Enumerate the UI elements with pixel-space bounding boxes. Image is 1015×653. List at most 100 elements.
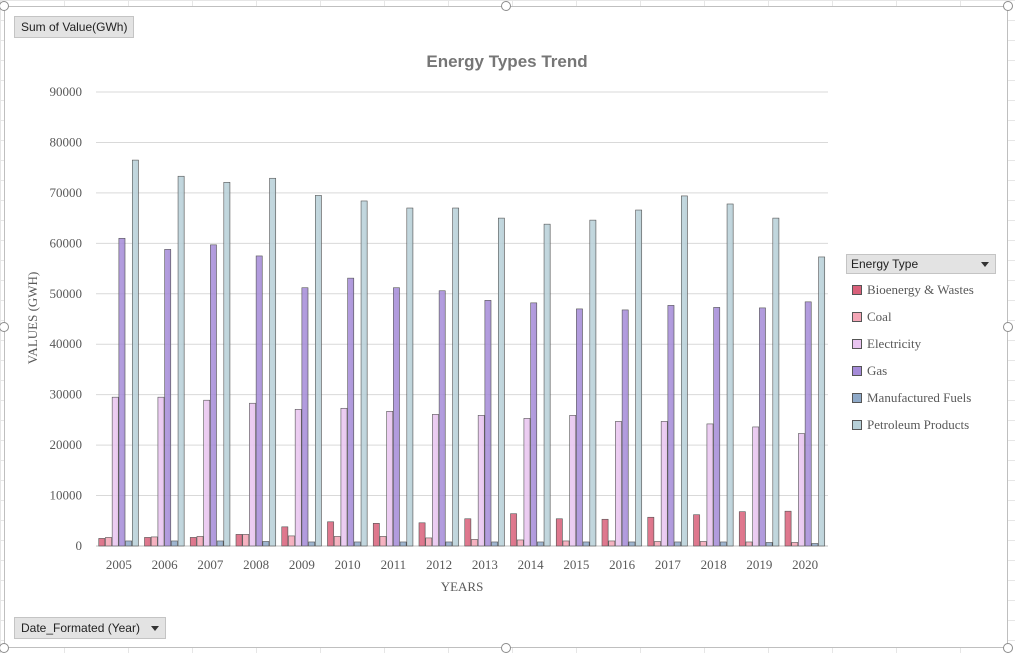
bar-bioenergy-wastes-2019[interactable] [738,511,746,547]
resize-handle-middle-left[interactable] [0,322,9,332]
bar-manufactured-fuels-2008[interactable] [262,541,270,547]
legend-item-electricity[interactable]: Electricity [846,330,996,357]
bar-manufactured-fuels-2010[interactable] [354,541,361,547]
bar-electricity-2018[interactable] [706,423,714,547]
bar-manufactured-fuels-2019[interactable] [765,542,773,547]
legend-item-petroleum-products[interactable]: Petroleum Products [846,411,996,438]
bar-petroleum-products-2013[interactable] [497,217,505,547]
bar-manufactured-fuels-2012[interactable] [445,541,453,547]
bar-petroleum-products-2016[interactable] [635,209,642,547]
bar-bioenergy-wastes-2011[interactable] [372,522,380,547]
bar-gas-2006[interactable] [164,249,172,547]
bar-manufactured-fuels-2007[interactable] [216,540,224,547]
bar-coal-2017[interactable] [654,541,661,547]
bar-electricity-2013[interactable] [477,415,485,547]
bar-bioenergy-wastes-2012[interactable] [418,522,426,547]
bar-petroleum-products-2019[interactable] [772,217,780,547]
bar-coal-2010[interactable] [333,536,341,547]
bar-gas-2016[interactable] [621,309,629,547]
resize-handle-middle-right[interactable] [1003,322,1013,332]
bar-gas-2009[interactable] [301,287,309,547]
values-field-button[interactable]: Sum of Value(GWh) [14,16,135,38]
bar-electricity-2019[interactable] [752,426,760,547]
bar-electricity-2009[interactable] [294,408,302,547]
bar-manufactured-fuels-2005[interactable] [125,540,132,547]
bar-electricity-2012[interactable] [432,414,439,547]
bar-manufactured-fuels-2015[interactable] [582,541,590,547]
bar-coal-2009[interactable] [288,535,295,547]
bar-gas-2010[interactable] [347,277,355,547]
bar-coal-2019[interactable] [745,541,753,547]
bar-petroleum-products-2010[interactable] [360,200,368,547]
bar-bioenergy-wastes-2008[interactable] [235,534,243,547]
bar-coal-2008[interactable] [242,534,250,547]
bar-electricity-2005[interactable] [111,396,119,547]
bar-electricity-2014[interactable] [523,418,531,547]
bar-manufactured-fuels-2011[interactable] [399,541,407,547]
bar-petroleum-products-2020[interactable] [818,256,825,547]
bar-coal-2012[interactable] [425,537,433,547]
legend-item-manufactured-fuels[interactable]: Manufactured Fuels [846,384,996,411]
bar-bioenergy-wastes-2018[interactable] [693,514,700,547]
bar-manufactured-fuels-2009[interactable] [308,541,315,547]
bar-manufactured-fuels-2014[interactable] [537,541,544,547]
bar-manufactured-fuels-2020[interactable] [811,543,819,547]
bar-electricity-2011[interactable] [386,411,394,547]
bar-bioenergy-wastes-2005[interactable] [98,538,106,547]
bar-bioenergy-wastes-2009[interactable] [281,526,289,547]
bar-petroleum-products-2006[interactable] [177,175,185,547]
bar-bioenergy-wastes-2010[interactable] [327,521,334,547]
bar-gas-2012[interactable] [438,290,446,547]
bar-petroleum-products-2012[interactable] [452,207,459,547]
bar-coal-2016[interactable] [608,540,616,547]
bar-electricity-2006[interactable] [157,396,165,547]
bar-gas-2020[interactable] [804,301,812,547]
axis-field-button[interactable]: Date_Formated (Year) [14,617,167,639]
bar-manufactured-fuels-2006[interactable] [171,540,178,547]
bar-petroleum-products-2014[interactable] [543,223,551,547]
bar-coal-2014[interactable] [516,539,524,547]
bar-petroleum-products-2007[interactable] [223,181,231,547]
bar-gas-2015[interactable] [576,308,583,547]
legend-item-bioenergy-wastes[interactable]: Bioenergy & Wastes [846,276,996,303]
bar-gas-2005[interactable] [118,237,126,547]
bar-electricity-2020[interactable] [798,433,805,547]
bar-gas-2008[interactable] [255,255,263,547]
bar-coal-2018[interactable] [699,541,707,547]
bar-bioenergy-wastes-2016[interactable] [601,518,609,547]
resize-handle-top-right[interactable] [1003,1,1013,11]
legend-filter-button[interactable]: Energy Type [846,254,996,274]
bar-gas-2011[interactable] [393,287,400,547]
bar-coal-2013[interactable] [471,539,478,547]
bar-gas-2007[interactable] [210,244,217,547]
bar-bioenergy-wastes-2006[interactable] [144,537,151,547]
bar-electricity-2015[interactable] [569,415,577,547]
bar-bioenergy-wastes-2007[interactable] [189,537,197,547]
bar-gas-2018[interactable] [713,307,721,547]
bar-petroleum-products-2018[interactable] [726,203,734,547]
bar-petroleum-products-2015[interactable] [589,219,597,547]
bar-coal-2005[interactable] [105,537,112,547]
bar-manufactured-fuels-2017[interactable] [674,541,681,547]
bar-coal-2011[interactable] [379,536,387,547]
bar-gas-2013[interactable] [484,300,492,547]
bar-petroleum-products-2017[interactable] [680,195,688,547]
legend-item-gas[interactable]: Gas [846,357,996,384]
bar-bioenergy-wastes-2014[interactable] [510,513,517,547]
resize-handle-top-center[interactable] [501,1,511,11]
bar-manufactured-fuels-2018[interactable] [720,541,727,547]
bar-electricity-2017[interactable] [660,421,668,547]
bar-coal-2007[interactable] [196,536,204,547]
bar-coal-2020[interactable] [791,542,799,547]
bar-manufactured-fuels-2016[interactable] [628,541,636,547]
bar-bioenergy-wastes-2020[interactable] [784,510,792,547]
bar-electricity-2008[interactable] [249,402,256,547]
bar-gas-2019[interactable] [759,307,766,547]
bar-electricity-2010[interactable] [340,407,348,547]
legend-item-coal[interactable]: Coal [846,303,996,330]
bar-gas-2017[interactable] [667,305,675,547]
resize-handle-top-left[interactable] [0,1,9,11]
bar-bioenergy-wastes-2015[interactable] [555,518,563,547]
bar-bioenergy-wastes-2013[interactable] [464,518,472,547]
bar-bioenergy-wastes-2017[interactable] [647,516,655,547]
